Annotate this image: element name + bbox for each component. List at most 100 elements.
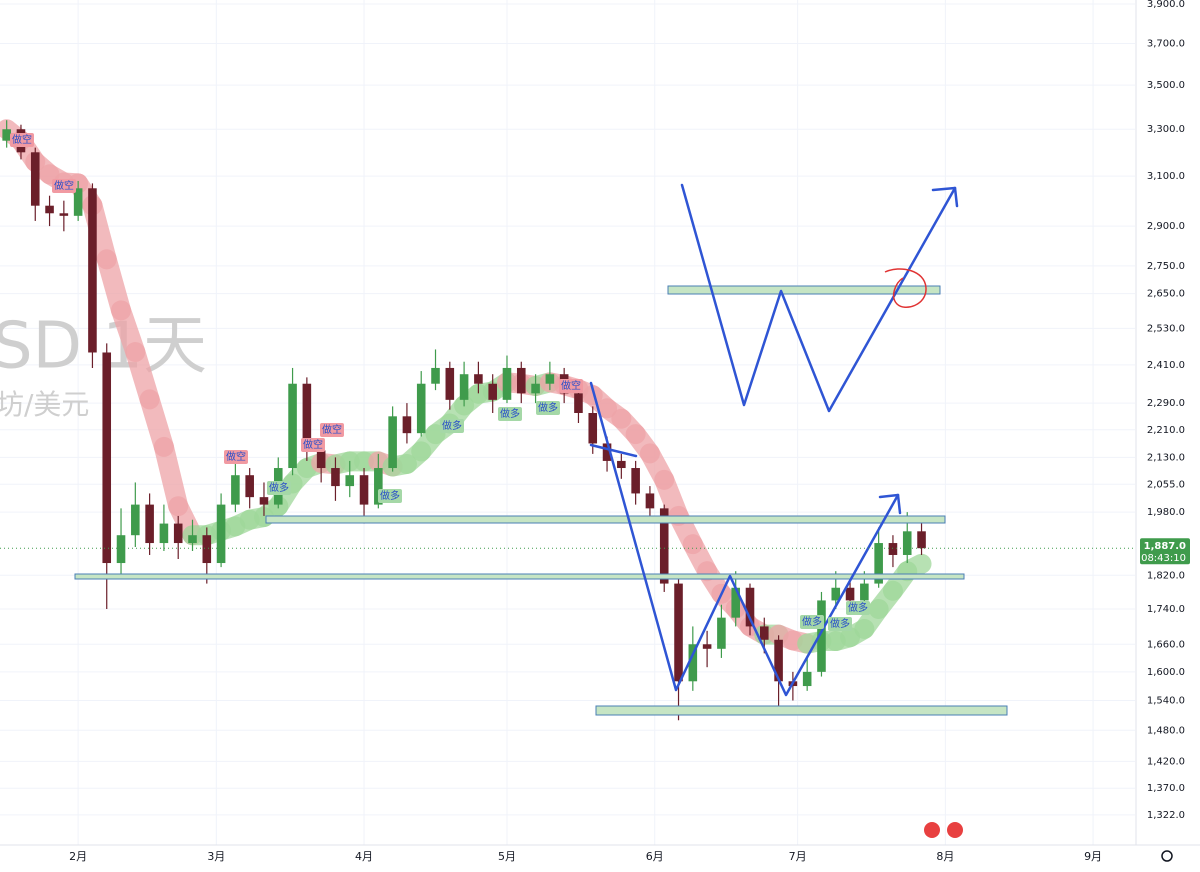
signal-label: 做多: [538, 401, 558, 414]
x-tick-label: 2月: [69, 850, 87, 863]
candle-body: [516, 367, 526, 394]
candle-body: [831, 587, 841, 601]
candle-body: [2, 129, 11, 141]
candle-body: [388, 416, 397, 469]
signal-label: 做多: [380, 489, 400, 502]
arrow-head: [878, 493, 902, 515]
w-line: [680, 183, 957, 413]
candle-body: [245, 475, 254, 498]
y-tick-label: 2,290.0: [1147, 398, 1185, 409]
candle-body: [574, 393, 583, 413]
signal-label: 做多: [830, 617, 850, 630]
y-tick-label: 1,480.0: [1147, 725, 1185, 736]
x-tick-label: 6月: [646, 850, 664, 863]
y-tick-label: 3,100.0: [1147, 171, 1185, 182]
signal-label: 做多: [802, 615, 822, 628]
candle-body: [760, 626, 769, 640]
candle-body: [631, 468, 640, 494]
candle-body: [259, 497, 269, 505]
candle-body: [59, 213, 69, 216]
y-tick-label: 2,900.0: [1147, 221, 1185, 232]
candle-body: [131, 504, 140, 536]
candle-body: [474, 374, 483, 384]
drawings: [74, 285, 1008, 716]
candle-body: [216, 504, 226, 564]
y-tick-label: 2,650.0: [1147, 289, 1185, 300]
candle-body: [802, 671, 812, 687]
candle-body: [860, 583, 869, 601]
signal-label: 做空: [322, 423, 342, 436]
y-tick-label: 1,540.0: [1147, 696, 1185, 707]
candle-body: [774, 639, 783, 682]
candle-body: [617, 460, 626, 469]
circle-mark: [884, 268, 927, 309]
candle-body: [359, 475, 369, 505]
signal-tag: [320, 423, 344, 437]
candle-body: [331, 468, 340, 487]
candle-body: [717, 617, 726, 649]
candle-body: [302, 383, 312, 451]
signal-tag: [828, 617, 852, 631]
event-flag[interactable]: [947, 822, 963, 838]
zone-box: [74, 573, 965, 580]
signal-label: 做多: [500, 407, 520, 420]
candle-body: [588, 412, 598, 444]
candles: [2, 120, 926, 721]
y-tick-label: 1,660.0: [1147, 639, 1185, 650]
event-flag[interactable]: [924, 822, 940, 838]
candle-body: [502, 367, 512, 400]
signal-label: 做空: [303, 438, 323, 451]
y-tick-label: 2,210.0: [1147, 425, 1185, 436]
signal-label: 做多: [269, 481, 289, 494]
y-tick-label: 3,900.0: [1147, 0, 1185, 10]
candle-body: [202, 535, 212, 564]
y-tick-label: 1,370.0: [1147, 783, 1185, 794]
y-tick-label: 1,420.0: [1147, 756, 1185, 767]
signal-tag: [498, 407, 522, 421]
candle-body: [45, 205, 54, 214]
signal-tag: [440, 419, 464, 433]
last-price-label: 1,887.0: [1144, 541, 1186, 552]
arrow-head: [931, 186, 959, 208]
candle-body: [445, 367, 455, 400]
signal-label: 做多: [848, 601, 868, 614]
settings-icon[interactable]: [1161, 850, 1173, 862]
x-tick-label: 9月: [1084, 850, 1102, 863]
y-tick-label: 2,130.0: [1147, 452, 1185, 463]
candle-body: [231, 475, 240, 505]
y-tick-label: 2,530.0: [1147, 323, 1185, 334]
y-tick-label: 2,055.0: [1147, 479, 1185, 490]
candle-body: [545, 374, 555, 384]
x-tick-label: 3月: [207, 850, 225, 863]
signal-label: 做空: [12, 133, 32, 146]
signal-tag: [224, 450, 248, 464]
signal-tag: [301, 438, 325, 452]
y-tick-label: 1,820.0: [1147, 570, 1185, 581]
candle-body: [602, 443, 612, 461]
candle-body: [88, 188, 97, 353]
candle-body: [188, 535, 197, 544]
signal-tag: [800, 615, 824, 629]
candle-body: [488, 383, 497, 400]
candle-body: [745, 587, 755, 627]
candle-body: [659, 508, 669, 584]
candle-body: [702, 644, 712, 649]
signal-tag: [267, 481, 291, 495]
candle-body: [159, 523, 169, 544]
candle-body: [102, 352, 112, 564]
candle-body: [531, 383, 540, 394]
candle-body: [459, 374, 469, 400]
candle-body: [731, 587, 740, 618]
grid: [0, 0, 1135, 845]
y-tick-label: 2,750.0: [1147, 261, 1185, 272]
candle-body: [288, 383, 297, 469]
x-tick-label: 8月: [936, 850, 954, 863]
y-tick-label: 3,300.0: [1147, 124, 1185, 135]
candle-body: [374, 468, 383, 505]
signal-tag: [10, 133, 34, 147]
candle-body: [845, 587, 855, 601]
y-tick-label: 1,980.0: [1147, 507, 1185, 518]
signal-label: 做空: [226, 450, 246, 463]
